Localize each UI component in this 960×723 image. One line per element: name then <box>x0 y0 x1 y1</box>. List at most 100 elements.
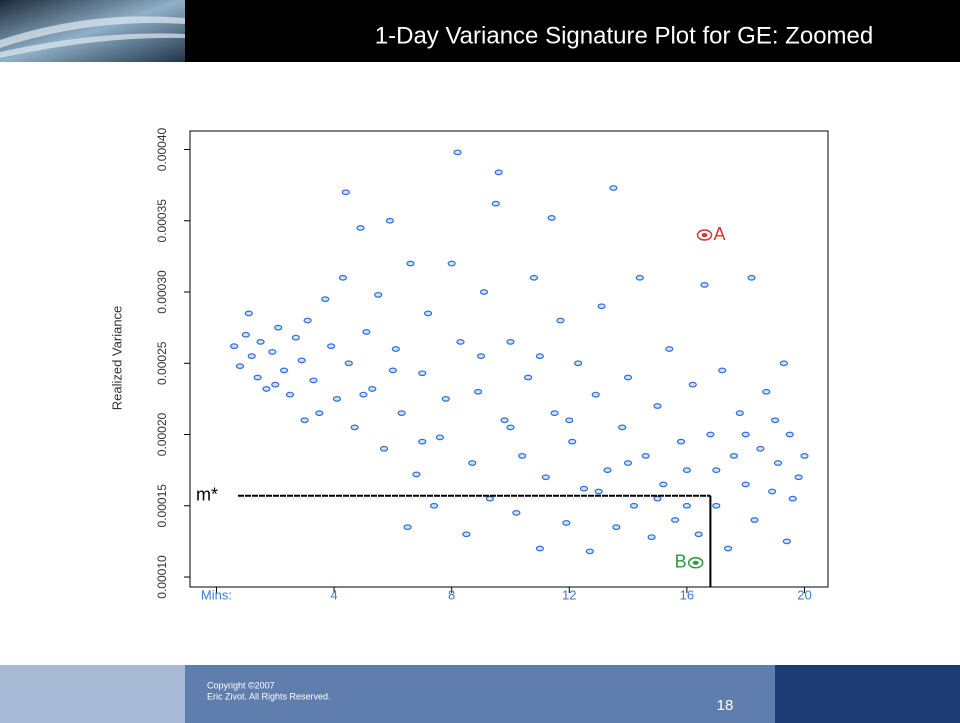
point <box>407 261 414 266</box>
point <box>339 275 346 280</box>
point <box>507 425 514 430</box>
point <box>625 461 632 466</box>
annotation-label: B <box>675 552 687 572</box>
point <box>392 347 399 352</box>
point <box>801 454 808 459</box>
point <box>748 275 755 280</box>
point <box>345 361 352 366</box>
footer-right <box>775 665 960 723</box>
point <box>269 350 276 355</box>
point <box>442 397 449 402</box>
point <box>551 411 558 416</box>
point <box>369 387 376 392</box>
point <box>630 503 637 508</box>
point <box>769 489 776 494</box>
footer-left <box>0 665 185 723</box>
point <box>563 521 570 526</box>
point <box>566 418 573 423</box>
point <box>786 432 793 437</box>
point <box>569 439 576 444</box>
point <box>386 218 393 223</box>
point <box>507 340 514 345</box>
point <box>648 535 655 540</box>
point <box>642 454 649 459</box>
slide: 1-Day Variance Signature Plot for GE: Zo… <box>0 0 960 723</box>
point <box>580 486 587 491</box>
point <box>780 361 787 366</box>
point <box>363 330 370 335</box>
point <box>357 226 364 231</box>
point <box>713 468 720 473</box>
point <box>677 439 684 444</box>
point <box>286 392 293 397</box>
point <box>381 446 388 451</box>
y-tick-label: 0.00030 <box>155 270 169 314</box>
point <box>519 454 526 459</box>
point <box>513 511 520 516</box>
point <box>475 389 482 394</box>
point <box>713 503 720 508</box>
x-tick-label: 8 <box>448 587 455 602</box>
point <box>654 496 661 501</box>
y-tick-label: 0.00035 <box>155 199 169 243</box>
point <box>575 361 582 366</box>
point <box>530 275 537 280</box>
y-tick-label: 0.00025 <box>155 341 169 385</box>
point <box>425 311 432 316</box>
point <box>613 525 620 530</box>
point <box>586 549 593 554</box>
point <box>375 293 382 298</box>
point <box>536 546 543 551</box>
point <box>736 411 743 416</box>
point <box>719 368 726 373</box>
point <box>419 439 426 444</box>
point <box>763 389 770 394</box>
point <box>666 347 673 352</box>
point <box>757 446 764 451</box>
point <box>654 404 661 409</box>
point <box>231 344 238 349</box>
annotation-dot <box>693 561 699 565</box>
point <box>304 318 311 323</box>
point <box>689 382 696 387</box>
annotation-label: A <box>714 224 726 244</box>
point <box>672 518 679 523</box>
point <box>351 425 358 430</box>
point <box>360 392 367 397</box>
point <box>789 496 796 501</box>
point <box>783 539 790 544</box>
point <box>413 472 420 477</box>
point <box>301 418 308 423</box>
point <box>701 283 708 288</box>
y-axis-label: Realized Variance <box>109 306 124 411</box>
point <box>536 354 543 359</box>
point <box>448 261 455 266</box>
point <box>298 358 305 363</box>
copyright: Copyright ©2007 <box>207 680 275 690</box>
x-tick-label: Mins: <box>201 587 232 602</box>
point <box>742 432 749 437</box>
point <box>398 411 405 416</box>
point <box>281 368 288 373</box>
x-tick-label: 12 <box>562 587 576 602</box>
point <box>236 364 243 369</box>
point <box>625 375 632 380</box>
point <box>683 503 690 508</box>
point <box>257 340 264 345</box>
plot-frame <box>190 131 828 587</box>
point <box>636 275 643 280</box>
point <box>525 375 532 380</box>
point <box>707 432 714 437</box>
point <box>254 375 261 380</box>
point <box>604 468 611 473</box>
rights: Eric Zivot. All Rights Reserved. <box>207 691 331 701</box>
point <box>619 425 626 430</box>
point <box>495 170 502 175</box>
y-tick-label: 0.00040 <box>155 128 169 172</box>
point <box>292 335 299 340</box>
point <box>486 496 493 501</box>
point <box>725 546 732 551</box>
point <box>272 382 279 387</box>
point <box>795 475 802 480</box>
point <box>598 304 605 309</box>
